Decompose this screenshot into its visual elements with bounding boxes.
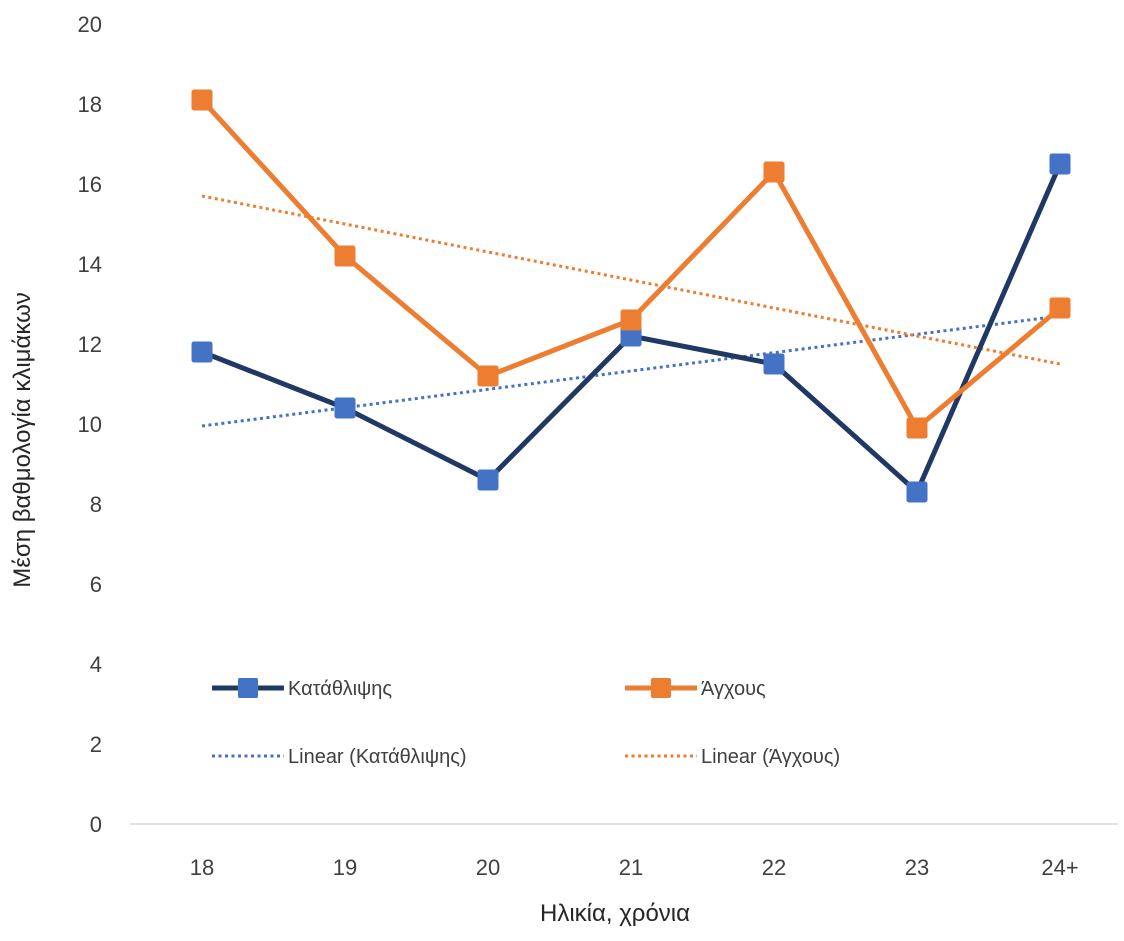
data-point-marker <box>191 89 213 111</box>
data-point-marker <box>763 161 785 183</box>
legend-marker-swatch <box>238 678 258 698</box>
data-point-marker <box>334 245 356 267</box>
y-tick-label: 20 <box>78 12 102 37</box>
legend-label: Κατάθλιψης <box>288 678 392 700</box>
legend-marker-swatch <box>651 678 671 698</box>
y-axis-ticks: 0 2 4 6 8 10 12 14 16 18 20 <box>78 12 102 837</box>
data-point-marker <box>906 481 928 503</box>
data-point-marker <box>620 309 642 331</box>
y-tick-label: 0 <box>90 812 102 837</box>
series-markers <box>191 89 1071 503</box>
y-tick-label: 18 <box>78 92 102 117</box>
y-tick-label: 2 <box>90 732 102 757</box>
data-point-marker <box>334 397 356 419</box>
x-axis-title: Ηλικία, χρόνια <box>540 900 690 927</box>
x-tick-label: 19 <box>333 855 357 880</box>
y-tick-label: 14 <box>78 252 102 277</box>
x-tick-label: 22 <box>762 855 786 880</box>
legend: Κατάθλιψης Άγχους Linear (Κατάθλιψης) Linea… <box>212 678 840 768</box>
legend-label: Άγχους <box>701 678 766 700</box>
y-tick-label: 4 <box>90 652 102 677</box>
x-tick-label: 18 <box>190 855 214 880</box>
data-point-marker <box>1049 153 1071 175</box>
legend-label: Linear (Άγχους) <box>701 746 840 768</box>
x-axis-ticks: 18 19 20 21 22 23 24+ <box>190 855 1079 880</box>
data-point-marker <box>1049 297 1071 319</box>
y-tick-label: 8 <box>90 492 102 517</box>
y-tick-label: 16 <box>78 172 102 197</box>
x-tick-label: 23 <box>905 855 929 880</box>
x-tick-label: 20 <box>476 855 500 880</box>
y-tick-label: 12 <box>78 332 102 357</box>
series-lines <box>200 98 1063 495</box>
y-tick-label: 6 <box>90 572 102 597</box>
data-point-marker <box>906 417 928 439</box>
y-tick-label: 10 <box>78 412 102 437</box>
x-tick-label: 24+ <box>1041 855 1078 880</box>
series-line <box>200 98 1062 431</box>
data-point-marker <box>191 341 213 363</box>
data-point-marker <box>763 353 785 375</box>
data-point-marker <box>477 365 499 387</box>
trendline <box>201 194 1061 366</box>
y-axis-title: Μέση βαθμολογία κλιμάκων <box>9 292 36 588</box>
legend-label: Linear (Κατάθλιψης) <box>288 746 467 768</box>
data-point-marker <box>477 469 499 491</box>
x-tick-label: 21 <box>619 855 643 880</box>
